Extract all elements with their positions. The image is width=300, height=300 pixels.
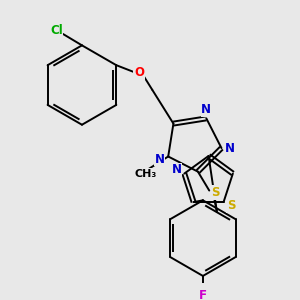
Text: N: N [155, 153, 165, 166]
Text: N: N [225, 142, 235, 154]
Text: S: S [212, 186, 220, 199]
Text: N: N [201, 103, 211, 116]
Text: CH₃: CH₃ [134, 169, 157, 178]
Text: N: N [172, 163, 182, 176]
Text: Cl: Cl [50, 24, 63, 37]
Text: F: F [199, 289, 207, 300]
Text: S: S [227, 200, 236, 212]
Text: O: O [134, 66, 144, 79]
